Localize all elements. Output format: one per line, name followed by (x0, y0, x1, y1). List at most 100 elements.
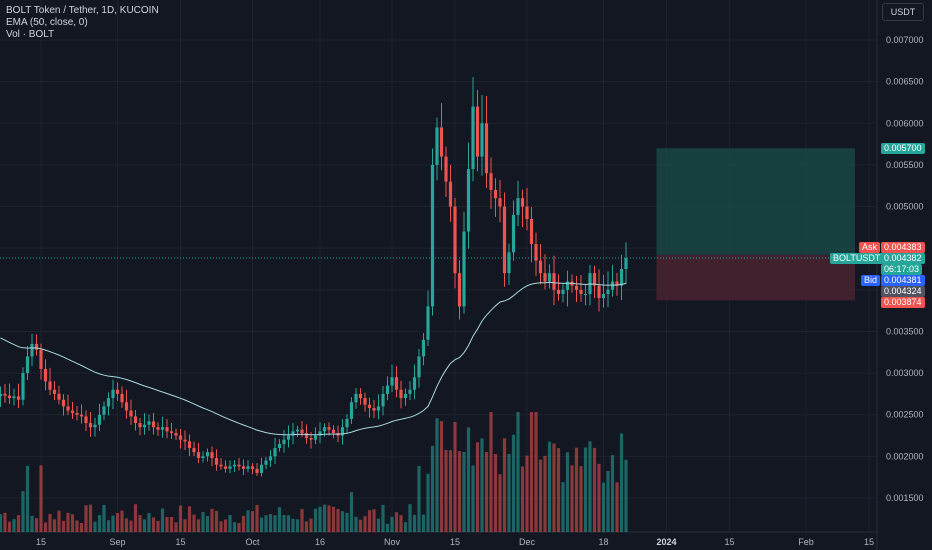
volume-indicator-label[interactable]: Vol · BOLT (6, 29, 55, 40)
price-tick-label: 0.007000 (886, 35, 924, 45)
volume-bar-down (34, 518, 39, 532)
volume-bar-up (21, 491, 25, 532)
volume-bar-up (619, 433, 624, 532)
volume-bar-up (547, 441, 552, 532)
volume-bar-down (597, 463, 601, 532)
volume-bar-down (363, 516, 367, 532)
volume-bar-up (282, 514, 286, 532)
candle-down (34, 343, 39, 350)
candle-up (322, 427, 327, 432)
volume-bar-up (97, 515, 102, 532)
ema-price-label: 0.004324 (881, 286, 925, 297)
volume-bar-up (435, 418, 439, 532)
volume-bar-down (223, 519, 228, 532)
currency-button[interactable]: USDT (882, 3, 924, 21)
candle-up (601, 293, 606, 299)
volume-bar-up (412, 514, 417, 532)
volume-bar-up (624, 459, 628, 532)
candle-up (291, 431, 295, 436)
volume-bar-down (615, 482, 619, 532)
candle-down (66, 406, 70, 411)
candle-up (12, 396, 16, 399)
volume-bar-down (66, 512, 70, 532)
candle-down (241, 466, 246, 469)
candle-up (403, 393, 408, 399)
candle-up (610, 281, 615, 290)
volume-bar-down (475, 442, 480, 532)
candle-down (57, 393, 61, 400)
volume-bar-down (210, 508, 214, 532)
volume-bar-down (39, 465, 43, 532)
symbol-title[interactable]: BOLT Token / Tether, 1D, KUCOIN (6, 5, 159, 16)
candle-down (3, 393, 7, 396)
volume-bar-down (52, 519, 57, 532)
candle-up (97, 414, 102, 425)
volume-bar-down (250, 511, 255, 532)
volume-bar-down (453, 422, 457, 532)
candle-up (111, 389, 115, 399)
time-tick-label: 15 (724, 537, 734, 547)
volume-bar-up (313, 508, 318, 532)
volume-bar-down (444, 449, 448, 532)
candle-up (318, 431, 322, 436)
volume-bar-down (556, 448, 561, 532)
volume-bar-up (588, 441, 592, 532)
candle-up (430, 164, 435, 307)
volume-bar-up (408, 504, 412, 532)
volume-bar-down (543, 455, 547, 532)
candle-down (124, 402, 129, 411)
candle-down (300, 429, 304, 434)
candle-down (52, 389, 57, 394)
price-tick-label: 0.001500 (886, 493, 924, 503)
volume-bar-down (448, 450, 453, 532)
volume-bar-down (484, 452, 489, 532)
candle-down (525, 206, 529, 220)
time-tick-label: 2024 (656, 537, 676, 547)
candle-up (259, 464, 264, 474)
volume-bar-down (178, 505, 183, 532)
price-tick-label: 0.006500 (886, 77, 924, 87)
candle-up (390, 377, 394, 386)
candle-up (21, 373, 25, 400)
candle-up (201, 456, 205, 459)
volume-bar-down (439, 421, 444, 532)
volume-bar-down (520, 466, 525, 532)
candle-up (462, 231, 466, 307)
candle-down (538, 260, 543, 274)
volume-bar-up (507, 453, 511, 532)
profit-target-zone (656, 148, 855, 255)
candle-down (237, 464, 241, 467)
candle-up (408, 389, 412, 394)
volume-bar-up (430, 445, 435, 532)
candle-down (439, 127, 444, 157)
volume-bar-down (331, 506, 336, 532)
candle-down (304, 433, 309, 439)
volume-bar-down (61, 520, 66, 532)
volume-bar-up (286, 515, 291, 532)
candle-down (88, 423, 93, 428)
candle-up (547, 273, 552, 282)
candle-down (165, 427, 169, 432)
price-tick-label: 0.003000 (886, 368, 924, 378)
volume-bar-down (48, 514, 52, 532)
candle-up (565, 281, 570, 290)
candle-down (48, 381, 52, 390)
volume-bar-down (120, 510, 124, 532)
candle-down (174, 433, 178, 436)
candle-down (61, 399, 66, 407)
candle-up (273, 448, 277, 457)
candle-up (232, 464, 237, 467)
time-tick-label: Feb (798, 537, 814, 547)
volume-bar-up (232, 522, 237, 532)
candle-down (615, 281, 619, 286)
candle-up (466, 169, 471, 232)
candle-down (453, 206, 457, 274)
volume-bar-up (291, 518, 295, 532)
volume-bar-up (273, 515, 277, 532)
candle-down (484, 123, 489, 174)
candle-up (561, 289, 565, 294)
candle-up (205, 452, 210, 457)
ema-indicator-label[interactable]: EMA (50, close, 0) (6, 17, 88, 28)
candle-down (75, 413, 79, 415)
